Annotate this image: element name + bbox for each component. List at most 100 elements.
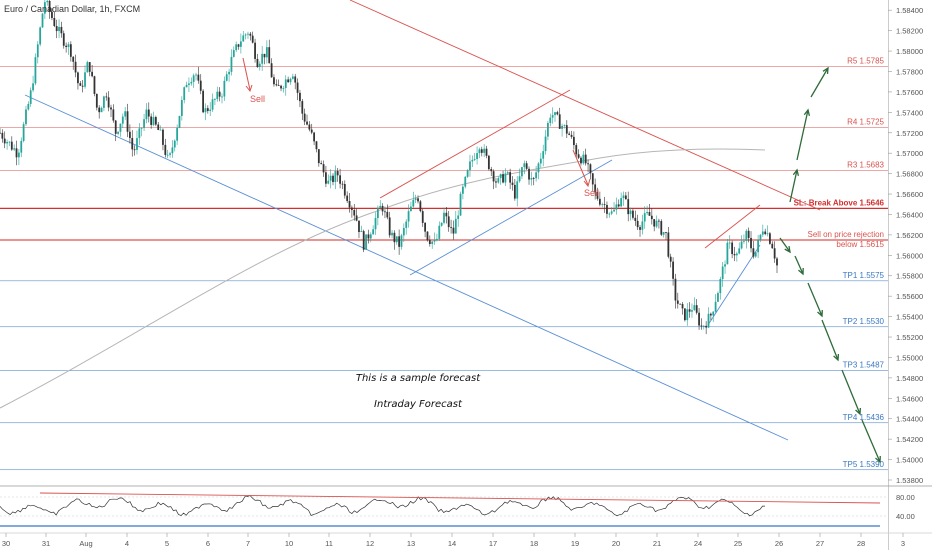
candle-body [180,100,183,116]
candle-body [362,231,365,250]
candle-body [284,79,287,89]
candle-body [294,76,297,83]
candle-body [265,47,268,58]
symbol-title: Euro / Canadian Dollar, 1h, FXCM [4,4,140,14]
candle-body [495,181,497,183]
candle-body [291,76,294,79]
time-tick-label: 10 [285,539,293,548]
red-downtrend-line [349,0,821,211]
candle-body [107,97,110,108]
candle-body [334,171,337,183]
candle-body [25,109,27,125]
level-label-tp2: TP2 1.5530 [843,317,885,326]
candle-body [29,90,32,104]
candle-body [209,109,212,111]
candle-body [643,213,646,222]
candle-body [320,163,323,165]
candle-body [332,175,334,183]
candle-body [112,109,115,121]
candle-body [471,159,474,162]
candle-body [580,157,582,164]
candle-body [683,308,686,321]
price-tick-label: 1.54800 [896,374,923,383]
candle-body [121,116,124,124]
candle-body [93,76,96,94]
level-label-sl: SL: Break Above 1.5646 [794,198,885,207]
candle-body [513,184,516,199]
candle-body [721,266,724,279]
candle-body [509,172,512,183]
candle-body [714,301,717,312]
candle-body [577,154,580,158]
candle-body [414,198,417,200]
up-arrow-1 [789,169,798,203]
time-tick-label: 17 [489,539,497,548]
candle-body [325,172,327,184]
candle-body [91,71,94,77]
candle-body [46,0,49,3]
candle-body [256,58,259,68]
candle-body [6,142,8,144]
candle-body [244,34,247,36]
candle-body [561,125,563,129]
candle-body [74,61,77,73]
candle-body [131,137,134,150]
candle-body [95,93,98,108]
candle-body [211,99,214,110]
candle-body [570,134,573,137]
candle-body [606,204,608,214]
candle-body [275,84,278,86]
candle-body [702,325,705,327]
candle-body [518,176,521,182]
candle-body [77,72,79,84]
candle-body [417,198,419,202]
candle-body [530,178,533,180]
up-arrow-3 [810,67,829,98]
candle-body [757,239,760,253]
down-arrow-6 [861,419,881,463]
price-tick-label: 1.55200 [896,333,923,342]
candle-body [306,121,308,125]
candle-body [280,85,282,89]
candle-body [485,148,488,156]
candle-body [308,124,311,130]
candle-body [483,148,486,153]
candle-body [346,195,349,202]
candle-body [365,234,367,250]
time-tick-label: 18 [530,539,538,548]
candle-body [587,163,589,165]
candle-body [624,195,627,200]
candle-body [202,90,205,113]
candle-body [69,44,72,57]
candle-body [126,111,129,132]
candle-body [183,87,186,101]
candle-body [237,44,240,47]
time-axis[interactable]: 30 31 Aug 4 5 6 7 10 11 12 13 14 17 18 19 20 21 24 25 26 27 2… [0,532,932,548]
candle-body [39,27,42,45]
candle-body [473,159,476,160]
candle-body [506,172,509,174]
candle-body [676,300,679,304]
candle-body [72,56,75,62]
up-arrow-3-head [822,66,829,75]
down-arrow-6-head [875,455,881,464]
candle-body [551,115,554,118]
price-axis[interactable]: 1.58400 1.58200 1.58000 1.57800 1.57600 1.574… [888,0,932,550]
candle-body [620,198,623,207]
candle-body [199,80,202,91]
down-arrow-2 [794,255,804,275]
time-tick-label: 24 [694,539,702,548]
candle-body [629,210,632,215]
candle-body [36,44,39,58]
time-tick-label: 3 [901,539,905,548]
candle-body [386,211,389,218]
intraday-forecast-text: Intraday Forecast [374,399,463,410]
candle-body [539,158,542,164]
candle-body [686,309,689,321]
price-tick-label: 1.57600 [896,88,923,97]
candle-body [558,114,561,129]
time-tick-label: 26 [775,539,783,548]
candle-body [402,227,405,236]
forecast-arrows [779,66,881,464]
